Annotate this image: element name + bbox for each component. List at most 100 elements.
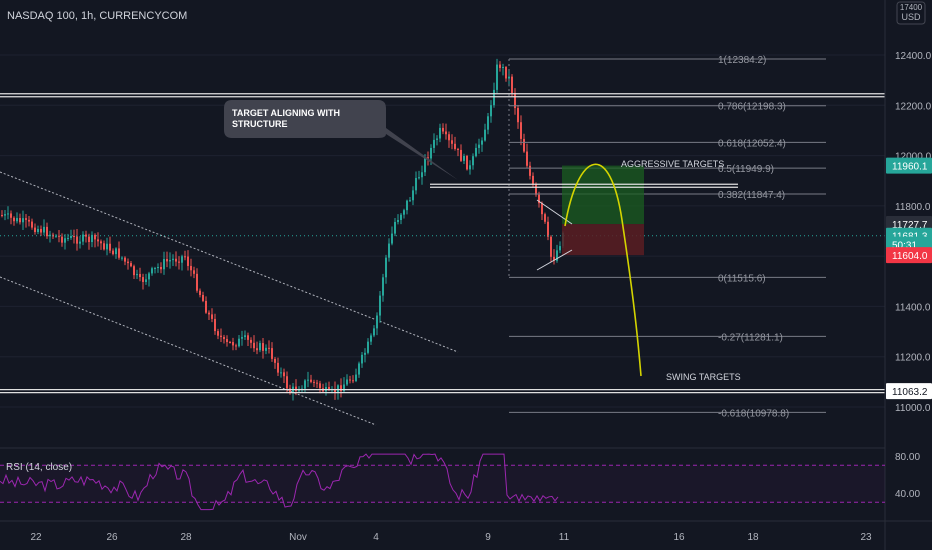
candle-body	[496, 64, 498, 90]
descending-channel	[0, 171, 459, 426]
candle-body	[469, 165, 471, 170]
stop-loss-zone[interactable]	[562, 224, 644, 256]
candle-body	[145, 279, 147, 282]
candle-body	[64, 238, 66, 243]
candle-body	[559, 246, 561, 251]
candle-body	[178, 261, 180, 263]
candle-body	[289, 388, 291, 394]
candle-body	[481, 140, 483, 145]
candle-body	[382, 277, 384, 296]
candle-body	[280, 372, 282, 374]
candle-body	[529, 165, 531, 176]
candle-body	[76, 236, 78, 244]
wedge-line	[536, 249, 573, 271]
profit-target-zone[interactable]	[562, 165, 644, 225]
candle-body	[97, 239, 99, 242]
rsi-label: RSI (14, close)	[6, 462, 72, 473]
candle-body	[328, 387, 330, 390]
candle-body	[550, 236, 552, 257]
candle-body	[304, 380, 306, 389]
candle-body	[247, 335, 249, 340]
time-tick-label: 11	[559, 532, 570, 543]
candle-body	[553, 256, 555, 261]
candle-body	[172, 258, 174, 261]
candle-body	[370, 335, 372, 342]
candle-body	[505, 66, 507, 79]
candle-body	[499, 64, 501, 68]
fib-level-label: 0.5(11949.9)	[718, 164, 774, 175]
candle-body	[94, 234, 96, 240]
candle-body	[472, 156, 474, 166]
candle-body	[457, 148, 459, 150]
candle-body	[196, 273, 198, 291]
fib-level-label: 0.382(11847.4)	[718, 190, 785, 201]
candle-body	[361, 354, 363, 364]
candle-body	[46, 226, 48, 237]
candle-body	[487, 116, 489, 130]
candle-body	[190, 265, 192, 271]
candle-body	[343, 384, 345, 392]
candle-body	[61, 236, 63, 243]
candle-body	[349, 379, 351, 381]
candle-body	[277, 362, 279, 373]
candle-body	[415, 177, 417, 191]
fib-level-label: 0(11515.6)	[718, 273, 766, 284]
candle-body	[271, 348, 273, 359]
candle-body	[91, 234, 93, 243]
candle-body	[418, 177, 420, 179]
candle-body	[109, 243, 111, 251]
candle-body	[364, 352, 366, 355]
candle-body	[19, 218, 21, 223]
candle-body	[106, 243, 108, 250]
time-tick-label: 18	[747, 532, 759, 543]
fibonacci-levels: 1(12384.2) 0.786(12198.3) 0.618(12052.4) 0.…	[508, 55, 826, 419]
candle-body	[169, 260, 171, 262]
candle-body	[427, 157, 429, 159]
candle-body	[199, 290, 201, 295]
candle-body	[391, 233, 393, 244]
candle-body	[352, 380, 354, 382]
candle-body	[442, 127, 444, 132]
candle-body	[85, 234, 87, 237]
callout-text-line-2: STRUCTURE	[232, 119, 288, 129]
candle-body	[454, 143, 456, 149]
candle-body	[16, 218, 18, 222]
candle-body	[175, 258, 177, 262]
candle-body	[208, 312, 210, 315]
candle-body	[187, 256, 189, 266]
candle-body	[526, 151, 528, 166]
candle-body	[466, 155, 468, 170]
candle-body	[256, 348, 258, 351]
candle-body	[13, 217, 15, 222]
candle-body	[43, 226, 45, 233]
price-label-text: 11727.7	[892, 220, 928, 231]
candle-body	[295, 386, 297, 391]
candle-body	[316, 382, 318, 384]
candle-body	[307, 379, 309, 381]
currency-badge[interactable]	[896, 1, 926, 25]
candle-body	[490, 105, 492, 117]
currency-badge-top: 17400	[900, 3, 923, 12]
price-label-text: 11960.1	[892, 162, 928, 173]
callout-bubble[interactable]	[224, 100, 458, 180]
candle-body	[535, 184, 537, 195]
rsi-tick-label: 80.00	[895, 452, 920, 463]
candle-body	[184, 256, 186, 258]
candle-body	[544, 214, 546, 222]
candle-body	[265, 347, 267, 351]
candle-body	[88, 236, 90, 243]
candle-body	[388, 243, 390, 258]
candle-body	[25, 218, 27, 220]
fib-level-label: -0.27(11281.1)	[718, 332, 783, 343]
time-axis: 22 26 28 Nov 4 9 11 16 18 23	[30, 532, 872, 543]
price-label-text: 11063.2	[892, 387, 928, 398]
candle-body	[379, 295, 381, 316]
candle-body	[55, 235, 57, 237]
candle-body	[73, 235, 75, 237]
candle-body	[40, 228, 42, 233]
symbol-title[interactable]: NASDAQ 100, 1h, CURRENCYCOM	[7, 10, 187, 22]
candle-body	[493, 89, 495, 106]
